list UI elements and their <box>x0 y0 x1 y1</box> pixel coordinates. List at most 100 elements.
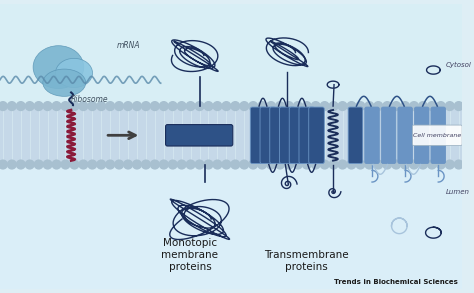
FancyBboxPatch shape <box>414 107 429 163</box>
Circle shape <box>311 160 320 169</box>
Bar <box>0 164 462 289</box>
Circle shape <box>97 160 106 169</box>
Circle shape <box>25 102 34 110</box>
FancyBboxPatch shape <box>309 107 324 163</box>
Circle shape <box>383 160 392 169</box>
Circle shape <box>446 102 454 110</box>
Circle shape <box>115 102 124 110</box>
Circle shape <box>168 102 177 110</box>
Ellipse shape <box>33 46 84 88</box>
Ellipse shape <box>43 69 86 96</box>
Circle shape <box>320 102 329 110</box>
Circle shape <box>88 160 97 169</box>
Circle shape <box>293 160 302 169</box>
FancyBboxPatch shape <box>299 107 315 163</box>
Circle shape <box>133 160 141 169</box>
Circle shape <box>61 102 70 110</box>
Circle shape <box>392 102 401 110</box>
Circle shape <box>43 102 52 110</box>
Circle shape <box>356 160 365 169</box>
Circle shape <box>52 102 61 110</box>
Circle shape <box>302 102 311 110</box>
Circle shape <box>240 160 248 169</box>
Circle shape <box>401 160 410 169</box>
Circle shape <box>186 160 195 169</box>
Circle shape <box>284 160 293 169</box>
Circle shape <box>275 102 284 110</box>
Circle shape <box>70 160 79 169</box>
FancyBboxPatch shape <box>250 107 266 163</box>
Circle shape <box>392 160 401 169</box>
Circle shape <box>275 160 284 169</box>
Circle shape <box>347 160 356 169</box>
Circle shape <box>383 102 392 110</box>
Circle shape <box>25 160 34 169</box>
Text: Cytosol: Cytosol <box>446 62 472 68</box>
Circle shape <box>267 102 275 110</box>
Circle shape <box>150 102 159 110</box>
Circle shape <box>249 160 257 169</box>
Circle shape <box>231 160 240 169</box>
Circle shape <box>79 102 88 110</box>
Text: Lumen: Lumen <box>446 189 470 195</box>
FancyBboxPatch shape <box>260 107 275 163</box>
Circle shape <box>204 102 213 110</box>
Circle shape <box>106 160 115 169</box>
Circle shape <box>222 102 231 110</box>
Circle shape <box>320 160 329 169</box>
Text: Transmembrane
proteins: Transmembrane proteins <box>264 250 349 272</box>
Circle shape <box>159 102 168 110</box>
Circle shape <box>88 102 97 110</box>
Circle shape <box>133 102 141 110</box>
Circle shape <box>338 102 347 110</box>
Circle shape <box>195 160 204 169</box>
Circle shape <box>177 102 186 110</box>
Circle shape <box>43 160 52 169</box>
FancyBboxPatch shape <box>270 107 285 163</box>
Circle shape <box>0 102 7 110</box>
Circle shape <box>8 102 16 110</box>
Circle shape <box>454 160 463 169</box>
Text: Cell membrane: Cell membrane <box>413 133 461 138</box>
Circle shape <box>419 102 428 110</box>
Circle shape <box>437 160 445 169</box>
Text: Ribosome: Ribosome <box>71 95 109 104</box>
Circle shape <box>258 160 266 169</box>
Circle shape <box>222 160 231 169</box>
Text: Monotopic
membrane
proteins: Monotopic membrane proteins <box>162 239 219 272</box>
FancyBboxPatch shape <box>412 125 462 146</box>
Circle shape <box>302 160 311 169</box>
Circle shape <box>79 160 88 169</box>
Circle shape <box>401 102 410 110</box>
Circle shape <box>70 102 79 110</box>
Circle shape <box>17 102 25 110</box>
Circle shape <box>284 102 293 110</box>
Circle shape <box>168 160 177 169</box>
Circle shape <box>61 160 70 169</box>
FancyBboxPatch shape <box>165 125 233 146</box>
Circle shape <box>347 102 356 110</box>
Circle shape <box>410 102 419 110</box>
Circle shape <box>329 160 338 169</box>
Circle shape <box>454 102 463 110</box>
Circle shape <box>97 102 106 110</box>
Circle shape <box>428 160 436 169</box>
Circle shape <box>34 102 43 110</box>
Circle shape <box>293 102 302 110</box>
FancyBboxPatch shape <box>365 107 379 163</box>
Circle shape <box>311 102 320 110</box>
Circle shape <box>177 160 186 169</box>
Circle shape <box>115 160 124 169</box>
FancyBboxPatch shape <box>381 107 396 163</box>
Circle shape <box>124 102 132 110</box>
Circle shape <box>428 102 436 110</box>
Circle shape <box>446 160 454 169</box>
FancyBboxPatch shape <box>289 107 305 163</box>
Circle shape <box>374 102 383 110</box>
Bar <box>0 4 462 106</box>
FancyBboxPatch shape <box>348 107 363 163</box>
Circle shape <box>249 102 257 110</box>
FancyBboxPatch shape <box>431 107 446 163</box>
Bar <box>0 106 462 164</box>
Circle shape <box>419 160 428 169</box>
